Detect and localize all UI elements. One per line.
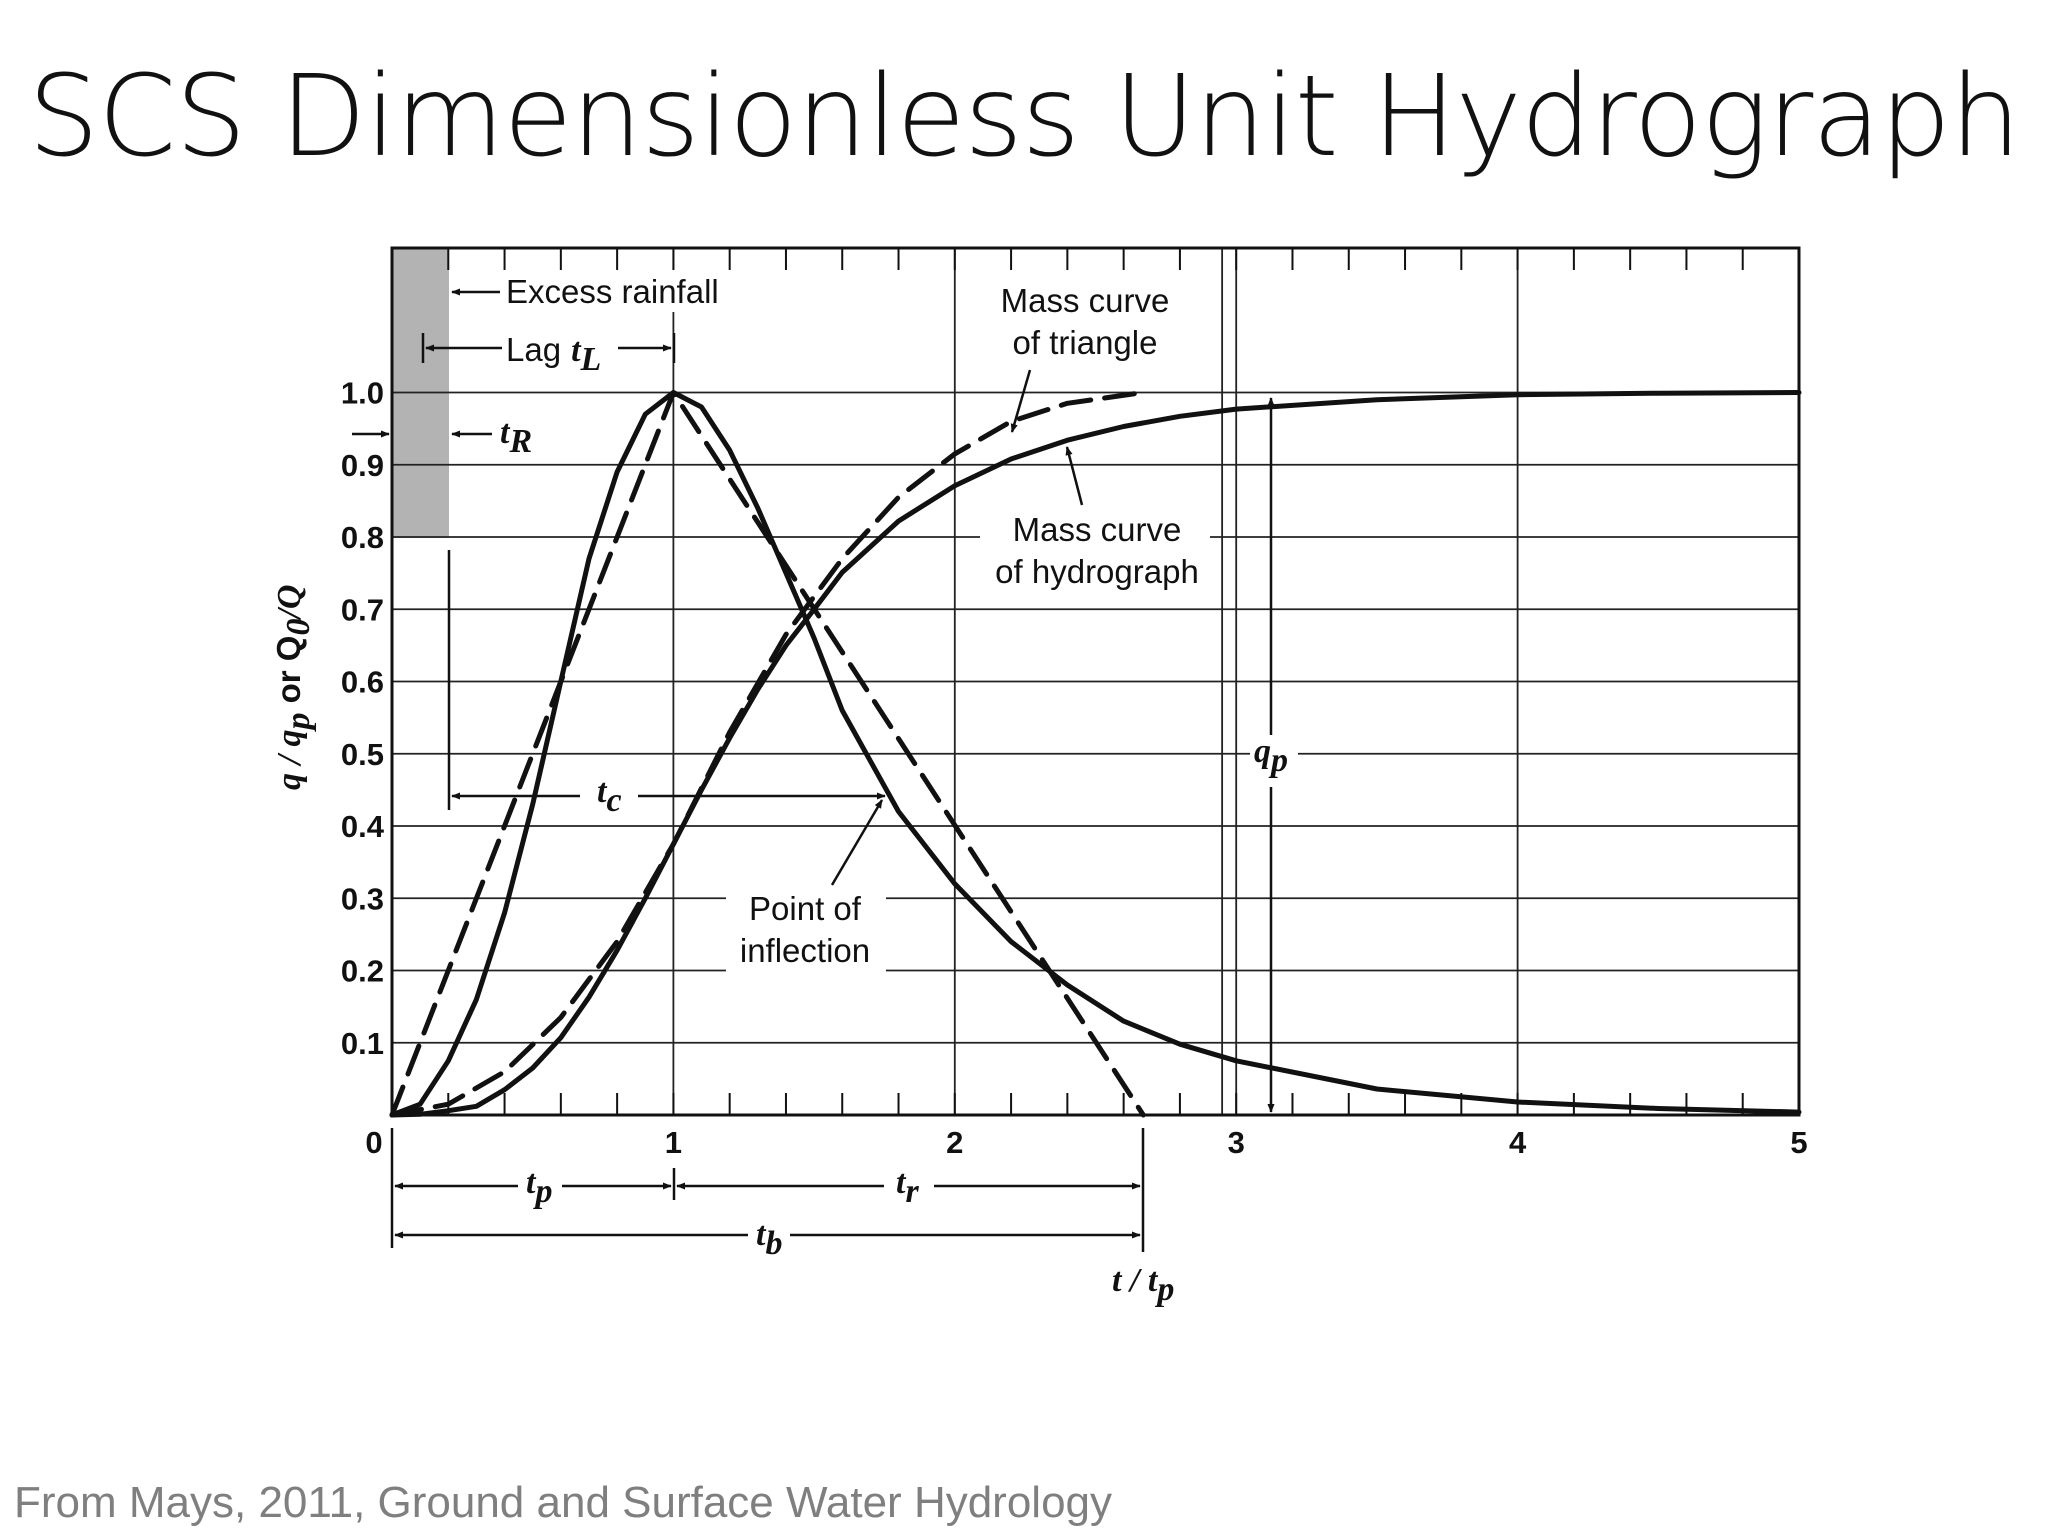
x-tick-label: 0 [365, 1125, 382, 1160]
y-axis-label: q / qp or Q0/Q [270, 585, 317, 790]
label-bg-excess [503, 270, 743, 312]
mass-triangle-pointer [1010, 369, 1032, 433]
lag-label: Lag tL [506, 331, 601, 378]
label-bg-hydro [980, 507, 1210, 597]
mass-triangle-label-1: Mass curve [1001, 282, 1170, 319]
tc-label: tc [597, 773, 622, 819]
y-tick-label: 0.7 [341, 592, 384, 627]
x-tick-label: 3 [1228, 1125, 1245, 1160]
y-tick-label: 0.1 [341, 1026, 384, 1061]
y-tick-label: 0.9 [341, 448, 384, 483]
mass-triangle-label-2: of triangle [1013, 324, 1158, 361]
x-tick-labels: 0 1 2 3 4 5 [365, 1125, 1807, 1160]
y-tick-labels: 0.1 0.2 0.3 0.4 0.5 0.6 0.7 0.8 0.9 1.0 [341, 376, 385, 1061]
annotations [352, 288, 1275, 1252]
inflection-label-2: inflection [740, 932, 870, 969]
tick-marks [447, 248, 1744, 1115]
y-tick-label: 1.0 [341, 376, 384, 411]
y-tick-label: 0.2 [341, 954, 384, 989]
inflection-label-1: Point of [749, 890, 862, 927]
label-bg-lag [504, 326, 616, 370]
grid [391, 248, 1800, 1115]
label-bg-inflection [726, 886, 886, 976]
x-tick-label: 5 [1790, 1125, 1807, 1160]
tp-label: tp [526, 1164, 552, 1210]
tr-label: tR [500, 414, 532, 460]
mass-hydro-pointer [1065, 446, 1084, 506]
series-line-4 [389, 390, 1146, 1118]
source-caption: From Mays, 2011, Ground and Surface Wate… [14, 1478, 1113, 1527]
y-tick-label: 0.4 [341, 809, 385, 844]
x-tick-label: 4 [1509, 1125, 1527, 1160]
qp-label: qp [1254, 733, 1288, 779]
tb-label: tb [756, 1216, 782, 1262]
inflection-pointer [830, 799, 884, 886]
y-tick-label: 0.5 [341, 737, 384, 772]
tr-span-label: tr [896, 1164, 919, 1210]
series-line-3 [389, 390, 1802, 1118]
label-bg-triangle [980, 278, 1180, 368]
y-tick-label: 0.8 [341, 520, 384, 555]
x-axis-label: t / tp [1112, 1262, 1174, 1308]
series-group [389, 390, 1802, 1118]
y-tick-label: 0.3 [341, 881, 384, 916]
slide-title: SCS Dimensionless Unit Hydrograph [28, 52, 2021, 182]
x-tick-label: 2 [946, 1125, 963, 1160]
mass-hydro-label-2: of hydrograph [995, 553, 1199, 590]
y-tick-label: 0.6 [341, 665, 384, 700]
x-tick-label: 1 [665, 1125, 682, 1160]
plot-frame [390, 246, 1801, 1117]
mass-hydro-label-1: Mass curve [1013, 511, 1182, 548]
excess-rainfall-label: Excess rainfall [506, 273, 719, 310]
series-line-2 [389, 390, 1146, 1118]
label-bg-qp [1250, 735, 1298, 787]
